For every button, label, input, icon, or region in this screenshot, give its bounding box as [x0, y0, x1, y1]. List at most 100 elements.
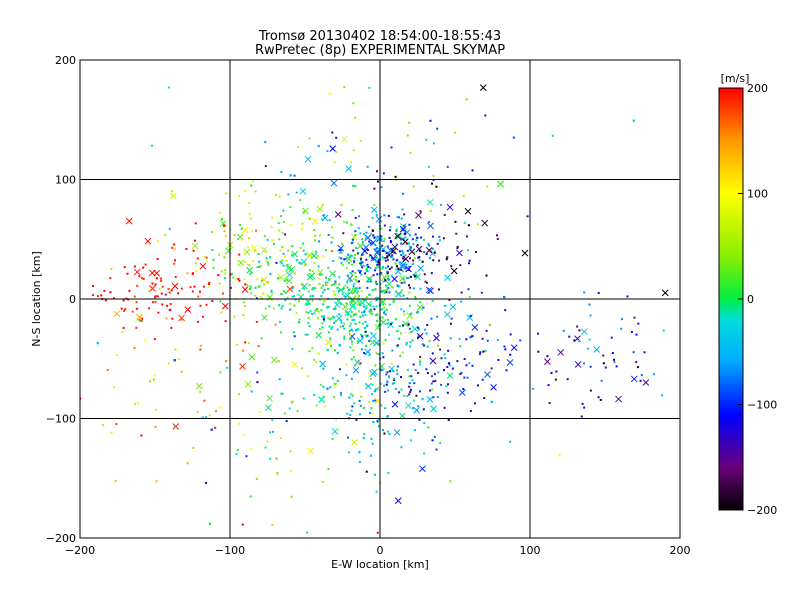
data-point-dot: [319, 234, 322, 237]
data-point-dot: [578, 340, 581, 343]
data-point-dot: [354, 364, 357, 367]
data-point-x: [446, 372, 454, 380]
data-point-dot: [241, 349, 244, 352]
data-point-dot: [324, 281, 327, 284]
data-point-dot: [418, 418, 421, 421]
data-point-x: [411, 325, 419, 333]
data-point-dot: [149, 380, 152, 383]
data-point-dot: [284, 291, 287, 294]
data-point-dot: [239, 223, 242, 226]
data-point-dot: [329, 344, 332, 347]
data-point-x: [414, 273, 421, 281]
data-point-dot: [406, 134, 409, 137]
data-point-dot: [320, 286, 323, 289]
x-tick-label: 200: [670, 544, 691, 557]
data-point-dot: [384, 313, 387, 316]
data-point-dot: [400, 446, 403, 449]
data-point-dot: [291, 287, 294, 290]
data-point-x: [416, 304, 424, 311]
data-point-dot: [354, 230, 357, 233]
data-point-dot: [368, 225, 371, 228]
data-point-dot: [408, 385, 411, 388]
data-point-dot: [109, 291, 112, 294]
data-point-dot: [355, 246, 358, 249]
data-point-dot: [433, 373, 436, 376]
data-point-dot: [359, 333, 362, 336]
data-point-dot: [368, 240, 371, 243]
data-point-dot: [385, 373, 388, 376]
data-point-dot: [400, 254, 403, 257]
data-point-x: [244, 380, 252, 388]
data-point-dot: [151, 282, 154, 285]
data-point-dot: [481, 378, 484, 381]
data-point-dot: [358, 262, 361, 265]
data-point-dot: [589, 314, 592, 317]
data-point-dot: [366, 249, 369, 252]
data-point-dot: [186, 272, 189, 275]
data-point-dot: [604, 366, 607, 369]
data-point-dot: [238, 195, 241, 198]
data-point-dot: [401, 351, 404, 354]
data-point-dot: [386, 255, 389, 258]
data-point-dot: [375, 170, 378, 173]
data-point-dot: [391, 255, 394, 258]
data-point-dot: [373, 204, 376, 207]
data-point-dot: [331, 236, 334, 239]
data-point-dot: [157, 311, 160, 314]
data-point-dot: [278, 229, 281, 232]
data-point-dot: [351, 329, 354, 332]
data-point-dot: [368, 293, 371, 296]
data-point-x: [427, 222, 434, 230]
data-point-dot: [412, 363, 415, 366]
data-point-dot: [387, 214, 390, 217]
data-point-dot: [431, 247, 434, 250]
data-point-dot: [416, 405, 419, 408]
data-point-dot: [237, 277, 240, 280]
data-point-dot: [384, 267, 387, 270]
data-point-x: [364, 348, 372, 356]
data-point-dot: [443, 406, 446, 409]
data-point-dot: [597, 291, 600, 294]
data-point-dot: [199, 304, 202, 307]
data-point-dot: [166, 304, 169, 307]
data-point-dot: [141, 317, 144, 320]
data-point-dot: [405, 242, 408, 245]
data-point-dot: [226, 366, 229, 369]
data-point-dot: [330, 250, 333, 253]
data-point-dot: [281, 246, 284, 249]
data-point-dot: [299, 199, 302, 202]
data-point-dot: [345, 267, 348, 270]
data-point-dot: [322, 315, 325, 318]
data-point-dot: [382, 356, 385, 359]
data-point-dot: [399, 376, 402, 379]
data-point-dot: [269, 431, 272, 434]
data-point-dot: [429, 389, 432, 392]
data-point-dot: [488, 323, 491, 326]
data-point-dot: [289, 206, 292, 209]
data-point-dot: [308, 269, 311, 272]
data-point-dot: [225, 192, 228, 195]
data-point-dot: [447, 383, 450, 386]
data-point-dot: [363, 309, 366, 312]
data-point-dot: [345, 221, 348, 224]
data-point-dot: [115, 354, 118, 357]
data-point-dot: [362, 407, 365, 410]
data-point-dot: [436, 344, 439, 347]
data-point-dot: [153, 338, 156, 341]
data-point-x: [370, 332, 377, 340]
data-point-dot: [633, 316, 636, 319]
data-point-dot: [388, 432, 391, 435]
data-point-dot: [440, 383, 443, 386]
data-point-dot: [248, 264, 251, 267]
data-point-dot: [338, 368, 341, 371]
data-point-dot: [347, 451, 350, 454]
data-point-x: [430, 405, 437, 413]
data-point-x: [199, 262, 207, 270]
data-point-dot: [282, 221, 285, 224]
data-point-dot: [103, 289, 106, 292]
data-point-dot: [417, 371, 420, 374]
data-point-dot: [201, 315, 204, 318]
data-point-dot: [255, 229, 258, 232]
data-point-dot: [430, 272, 433, 275]
data-point-dot: [374, 281, 377, 284]
